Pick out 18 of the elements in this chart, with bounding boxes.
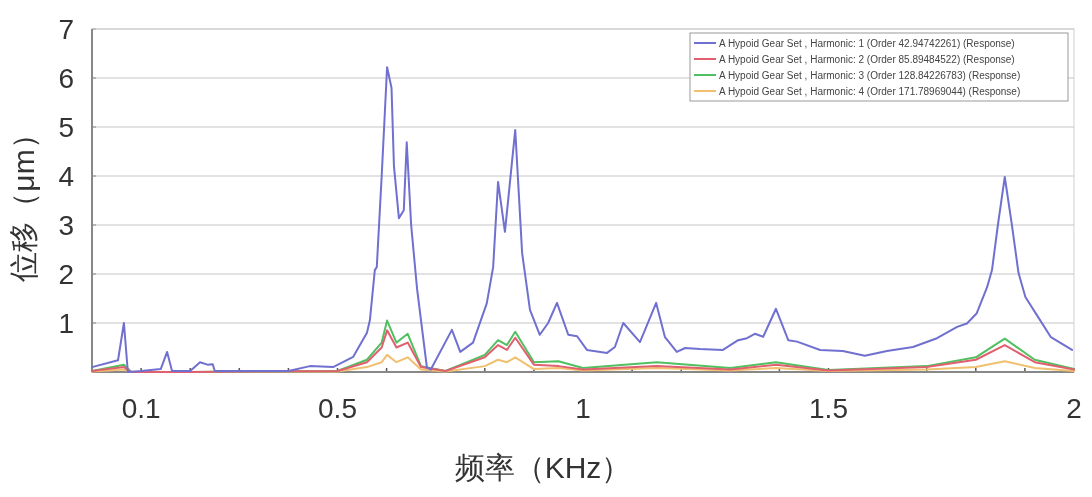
x-tick-label: 1 (575, 393, 591, 424)
legend-label: A Hypoid Gear Set , Harmonic: 4 (Order 171.78969044) (Response) (719, 85, 1021, 97)
legend-label: A Hypoid Gear Set , Harmonic: 2 (Order 85.89484522) (Response) (719, 53, 1015, 65)
y-tick-label: 6 (58, 63, 74, 94)
y-tick-label: 1 (58, 308, 74, 339)
y-tick-label: 2 (58, 259, 74, 290)
y-axis-title: 位移（μm） (7, 119, 40, 282)
x-tick-label: 0.5 (318, 393, 357, 424)
legend-label: A Hypoid Gear Set , Harmonic: 3 (Order 128.84226783) (Response) (719, 69, 1021, 81)
x-tick-label: 2 (1066, 393, 1082, 424)
y-tick-label: 5 (58, 112, 74, 143)
y-tick-label: 4 (58, 161, 74, 192)
x-tick-label: 1.5 (809, 393, 848, 424)
x-axis-title: 频率（KHz） (454, 451, 632, 484)
x-tick-label: 0.1 (121, 393, 161, 424)
y-tick-label: 3 (58, 210, 74, 241)
legend-label: A Hypoid Gear Set , Harmonic: 1 (Order 42.94742261) (Response) (719, 37, 1015, 49)
y-tick-label: 7 (58, 14, 74, 45)
